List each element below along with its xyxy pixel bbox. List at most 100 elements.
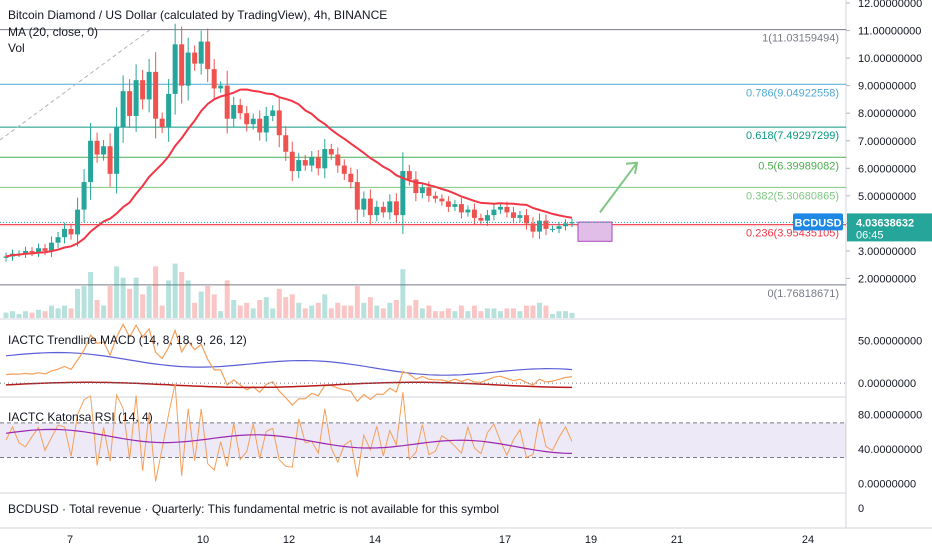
volume-bar — [127, 288, 133, 318]
time-axis-label: 21 — [671, 534, 683, 546]
rsi-tick-label: 80.00000000 — [858, 409, 922, 421]
candle-body — [361, 198, 367, 210]
volume-bar — [283, 297, 289, 318]
volume-bar — [296, 302, 302, 318]
volume-bar — [263, 297, 269, 318]
projection-arrow — [599, 162, 638, 213]
candle-body — [120, 91, 126, 127]
volume-bar — [81, 286, 87, 318]
projection-arrow-head — [625, 161, 639, 174]
candle-body — [471, 209, 477, 218]
ma-line — [5, 88, 573, 258]
volume-bar — [42, 311, 48, 318]
volume-bar — [198, 291, 204, 318]
rsi-slow-line — [5, 428, 573, 454]
candle-body — [211, 69, 217, 89]
time-axis-label: 10 — [197, 534, 209, 546]
volume-bar — [16, 314, 22, 318]
volume-bars — [3, 263, 575, 318]
candle-body — [237, 104, 243, 114]
fib-levels: 1(11.03159494) 0.786(9.04922558) 0.618(7.4… — [0, 29, 846, 300]
candle-body — [302, 160, 308, 166]
candle-body — [198, 41, 204, 64]
fib-label: 0.5(6.39989082) — [758, 160, 839, 172]
candle-body — [413, 179, 419, 194]
candle-body — [484, 215, 490, 221]
volume-bar — [231, 300, 237, 318]
fib-label: 0.382(5.30680865) — [746, 190, 839, 202]
volume-bar — [257, 300, 263, 318]
candle-body — [497, 206, 503, 210]
volume-bar — [543, 305, 549, 318]
macd-line — [5, 322, 573, 406]
candle-body — [556, 226, 562, 229]
price-tick-label: 10.00000000 — [858, 53, 922, 65]
volume-bar — [289, 294, 295, 318]
volume-bar — [29, 312, 35, 318]
volume-bar — [133, 277, 139, 318]
volume-bar — [491, 308, 497, 318]
price-tick-label: 2.00000000 — [858, 274, 916, 286]
ma-20-line — [5, 88, 573, 258]
fib-label: 1(11.03159494) — [762, 33, 839, 45]
candle-body — [380, 206, 386, 213]
macd-tick-label: 0.00000000 — [858, 378, 916, 390]
fib-label: 0.618(7.49297299) — [746, 130, 839, 142]
volume-bar — [107, 286, 113, 318]
candle-body — [504, 206, 510, 213]
volume-bar — [341, 305, 347, 318]
volume-bar — [62, 305, 68, 318]
candle-body — [367, 198, 373, 216]
volume-bar — [88, 272, 94, 318]
time-axis-label: 24 — [802, 534, 814, 546]
volume-bar — [517, 311, 523, 318]
candle-body — [426, 187, 432, 196]
candle-body — [192, 52, 198, 64]
volume-bar — [322, 294, 328, 318]
candle-body — [465, 209, 471, 213]
volume-bar — [536, 302, 542, 318]
candle-body — [3, 256, 9, 258]
candle-body — [348, 173, 354, 183]
volume-bar — [270, 308, 276, 318]
rsi-fast-line — [5, 383, 573, 482]
candle-body — [133, 80, 139, 116]
candle-body — [23, 250, 29, 254]
volume-bar — [458, 305, 464, 318]
candle-body — [354, 182, 360, 210]
price-tick-label: 5.00000000 — [858, 191, 916, 203]
candle-body — [36, 248, 42, 253]
candle-body — [341, 165, 347, 174]
candle-body — [530, 223, 536, 232]
candle-body — [432, 195, 438, 199]
volume-bar — [179, 272, 185, 318]
candle-body — [276, 110, 282, 136]
candle-body — [510, 212, 516, 218]
user-drawings[interactable] — [0, 29, 639, 242]
volume-bar — [510, 308, 516, 318]
volume-bar — [549, 314, 555, 318]
volume-bar — [484, 308, 490, 318]
price-tick-label: 8.00000000 — [858, 108, 916, 120]
price-tick-label: 12.00000000 — [858, 0, 922, 10]
volume-bar — [465, 311, 471, 318]
candle-body — [81, 182, 87, 210]
candle-body — [218, 85, 224, 89]
volume-bar — [361, 302, 367, 318]
volume-bar — [218, 311, 224, 318]
candle-body — [562, 223, 568, 227]
macd-lines — [0, 322, 846, 406]
candle-body — [159, 118, 165, 127]
rsi-title: IACTC Katonsa RSI (14, 4) — [8, 410, 153, 424]
time-axis-label: 14 — [369, 534, 381, 546]
volume-bar — [393, 300, 399, 318]
fundamentals-tick: 0 — [858, 503, 864, 515]
candle-body — [114, 126, 120, 174]
chart-title: Bitcoin Diamond / US Dollar (calculated … — [8, 8, 387, 22]
volume-bar — [406, 305, 412, 318]
price-tick-label: 6.00000000 — [858, 163, 916, 175]
candlesticks — [3, 23, 575, 262]
candle-body — [146, 71, 152, 100]
